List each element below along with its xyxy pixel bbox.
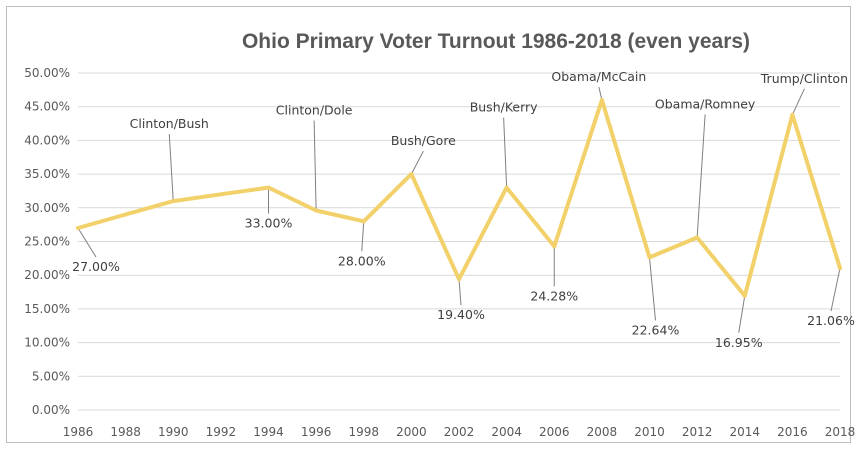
x-tick-label: 2008 [587, 425, 618, 439]
series-layer [76, 97, 842, 298]
annotation-label: 24.28% [530, 288, 578, 303]
y-tick-label: 50.00% [24, 66, 70, 80]
annotation-leaders [77, 86, 841, 333]
x-tick-label: 2018 [825, 425, 856, 439]
annotation-leader-line [649, 257, 656, 321]
x-tick-label: 2006 [539, 425, 570, 439]
annotation-label: Clinton/Dole [276, 102, 353, 117]
data-point [504, 185, 509, 190]
annotation-label: 28.00% [338, 253, 386, 268]
x-tick-label: 1992 [206, 425, 237, 439]
annotation-leader-line [361, 221, 365, 252]
data-point [457, 277, 461, 282]
y-tick-label: 25.00% [24, 235, 70, 249]
x-tick-label: 1994 [253, 425, 284, 439]
annotation-label: 33.00% [245, 216, 293, 231]
annotation-leader-line [830, 267, 841, 312]
annotation-label: 22.64% [632, 322, 680, 337]
data-point [790, 112, 795, 117]
annotation-leader-line [77, 227, 97, 258]
data-point [218, 192, 223, 197]
y-tick-label: 0.00% [32, 403, 70, 417]
x-tick-label: 2012 [682, 425, 713, 439]
x-tick-label: 1988 [110, 425, 141, 439]
x-tick-label: 2004 [491, 425, 522, 439]
annotation-leader-line [598, 86, 603, 101]
x-axis-ticks: 1986 1988 1990 1992 1994 1996 1998 2000 2002 2004… [63, 425, 856, 439]
y-axis-ticks: 0.00% 5.00% 10.00% 15.00% 20.00% 25.00% 30.00%… [24, 66, 70, 417]
data-point [695, 235, 700, 240]
data-point [409, 172, 414, 177]
data-point [171, 199, 176, 204]
annotation-leader-line [313, 120, 317, 211]
y-tick-label: 20.00% [24, 268, 70, 282]
gridlines [78, 72, 840, 411]
y-tick-label: 5.00% [32, 369, 70, 383]
annotation-label: 27.00% [72, 259, 120, 274]
annotation-leader-line [458, 279, 462, 306]
x-tick-label: 1998 [348, 425, 379, 439]
data-point [599, 97, 604, 102]
annotation-label: Obama/McCain [551, 69, 646, 84]
x-tick-label: 2002 [444, 425, 475, 439]
x-tick-label: 2000 [396, 425, 427, 439]
x-tick-label: 2016 [777, 425, 808, 439]
y-tick-label: 45.00% [24, 100, 70, 114]
annotation-label: 19.40% [437, 307, 485, 322]
x-tick-label: 1996 [301, 425, 332, 439]
annotation-label: Clinton/Bush [130, 116, 209, 131]
x-tick-label: 1986 [63, 425, 94, 439]
data-point [838, 266, 842, 271]
annotation-label: Bush/Kerry [470, 100, 538, 115]
data-point [123, 212, 128, 217]
x-tick-label: 2014 [729, 425, 760, 439]
data-point [742, 293, 747, 298]
y-tick-label: 15.00% [24, 302, 70, 316]
chart-title: Ohio Primary Voter Turnout 1986-2018 (ev… [242, 30, 750, 53]
data-point [76, 226, 80, 231]
x-tick-label: 1990 [158, 425, 189, 439]
data-point [266, 185, 271, 190]
chart-frame [6, 6, 851, 443]
y-tick-label: 35.00% [24, 167, 70, 181]
annotation-labels: 27.00% Clinton/Bush 33.00% Clinton/Dole 28.0… [72, 69, 855, 350]
x-tick-label: 2010 [634, 425, 665, 439]
annotation-leader-line [503, 117, 508, 188]
data-point [647, 255, 652, 260]
annotation-label: 21.06% [807, 313, 855, 328]
data-point [361, 219, 366, 224]
annotation-leader-line [410, 150, 424, 175]
annotation-leader-line [696, 114, 706, 238]
data-point [552, 244, 557, 249]
annotation-leader-line [791, 88, 805, 115]
data-point [314, 208, 319, 213]
annotation-label: Obama/Romney [655, 96, 756, 111]
annotation-leader-line [168, 134, 174, 202]
y-tick-label: 10.00% [24, 336, 70, 350]
annotation-label: Trump/Clinton [760, 71, 848, 86]
y-tick-label: 40.00% [24, 133, 70, 147]
y-tick-label: 30.00% [24, 201, 70, 215]
annotation-label: 16.95% [715, 335, 763, 350]
annotation-leader-line [738, 295, 746, 333]
annotation-label: Bush/Gore [391, 133, 456, 148]
